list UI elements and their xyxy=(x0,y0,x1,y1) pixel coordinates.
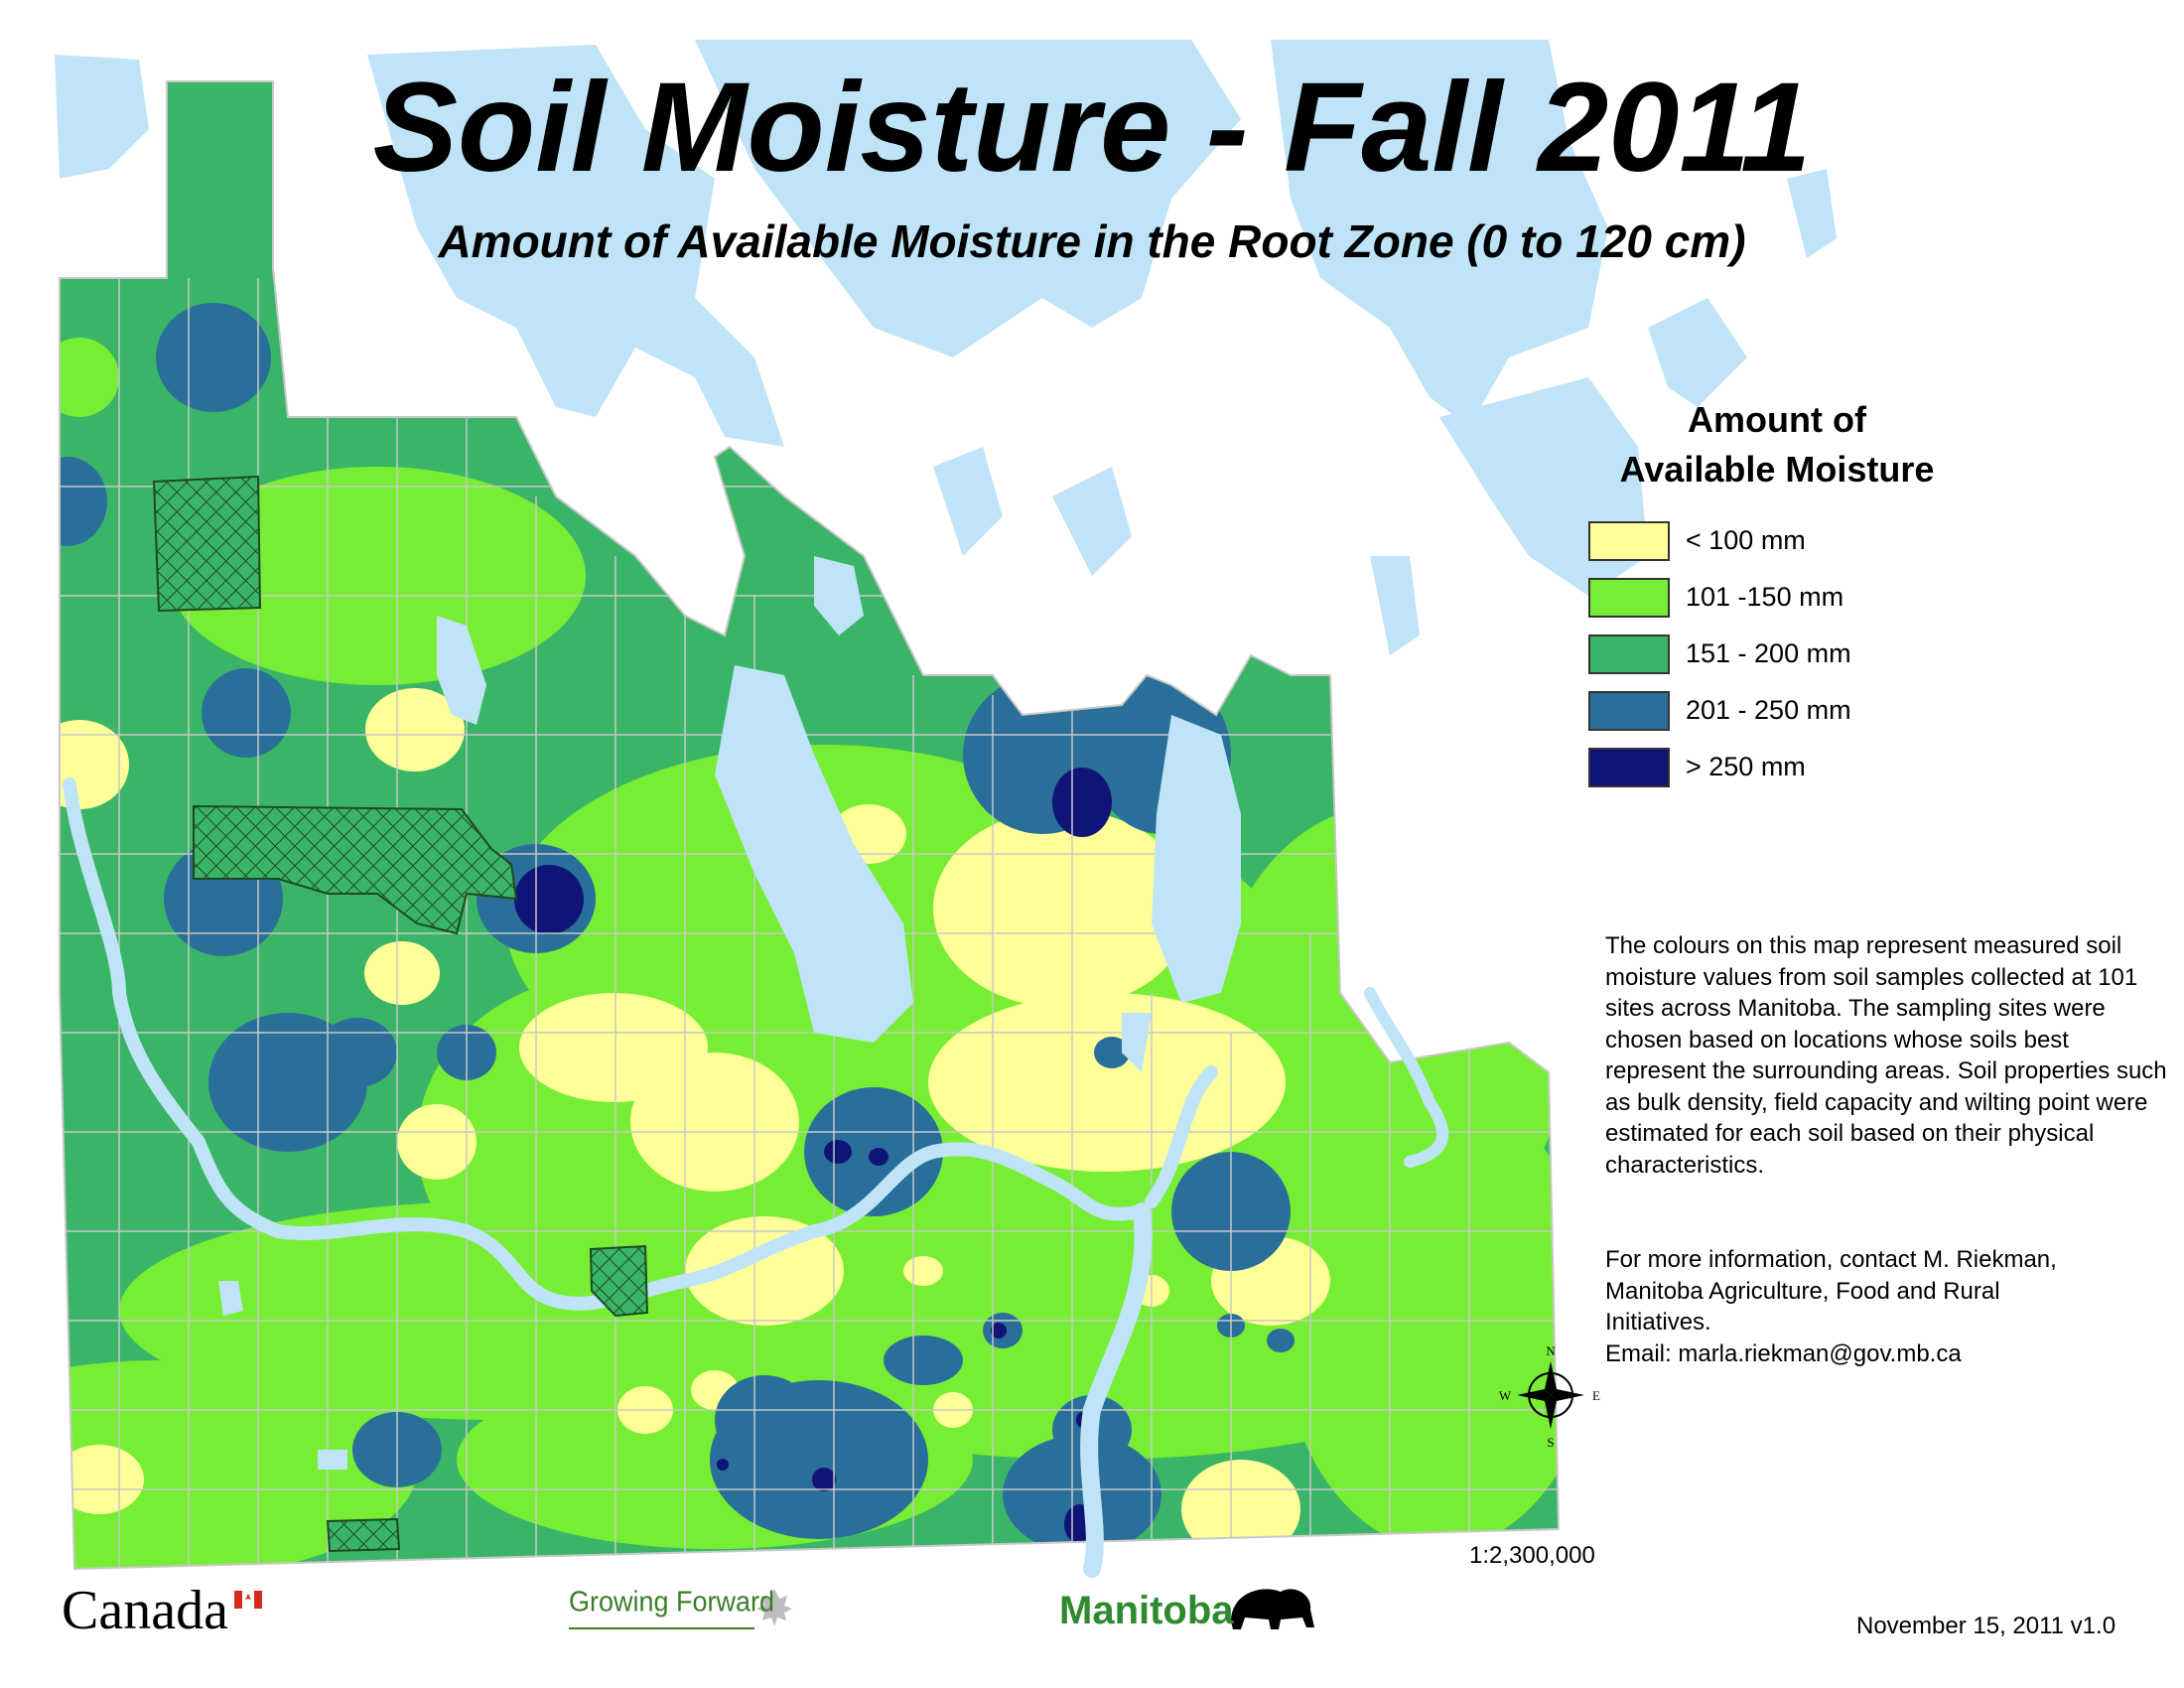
legend-title: Amount of Available Moisture xyxy=(1588,395,1966,494)
rivers xyxy=(63,777,1449,1578)
legend-label: 151 - 200 mm xyxy=(1686,638,1851,668)
map-description: The colours on this map represent measur… xyxy=(1605,932,2167,1179)
contact-info: For more information, contact M. Riekman… xyxy=(1605,1244,2171,1369)
compass-e: E xyxy=(1592,1388,1600,1403)
compass-w: W xyxy=(1499,1388,1512,1403)
canada-wordmark-logo: Canada xyxy=(62,1580,228,1641)
map-date: November 15, 2011 v1.0 xyxy=(1856,1613,2116,1639)
compass-s: S xyxy=(1547,1435,1554,1450)
manitoba-logo: Manitoba xyxy=(1059,1589,1234,1632)
canada-flag-icon xyxy=(234,1591,262,1609)
bison-icon xyxy=(1231,1589,1314,1629)
legend-swatch xyxy=(1588,690,1670,731)
legend-swatch xyxy=(1588,747,1670,787)
protected-areas xyxy=(152,475,649,1553)
maple-leaf-icon xyxy=(756,1589,792,1626)
contact-line: Manitoba Agriculture, Food and Rural xyxy=(1605,1277,2000,1305)
legend-title-line2: Available Moisture xyxy=(1619,449,1935,490)
map-title: Soil Moisture - Fall 2011 xyxy=(372,57,1812,199)
legend-item: < 100 mm xyxy=(1588,512,1966,569)
legend-swatch xyxy=(1588,520,1670,561)
legend: Amount of Available Moisture < 100 mm 10… xyxy=(1588,395,1966,795)
map-scale: 1:2,300,000 xyxy=(1469,1542,1595,1569)
legend-label: > 250 mm xyxy=(1686,752,1806,781)
contact-line: For more information, contact M. Riekman… xyxy=(1605,1246,2057,1273)
legend-swatch xyxy=(1588,633,1670,674)
legend-item: 201 - 250 mm xyxy=(1588,682,1966,739)
contact-email: Email: marla.riekman@gov.mb.ca xyxy=(1605,1339,1962,1367)
legend-item: > 250 mm xyxy=(1588,739,1966,795)
map-subtitle: Amount of Available Moisture in the Root… xyxy=(438,215,1746,267)
northern-water xyxy=(55,40,1837,655)
growing-forward-logo: Growing Forward xyxy=(569,1586,775,1618)
legend-swatch xyxy=(1588,577,1670,618)
legend-label: 101 -150 mm xyxy=(1686,582,1844,612)
lakes xyxy=(218,556,1241,1470)
contact-line: Initiatives. xyxy=(1605,1309,1711,1336)
compass-n: N xyxy=(1546,1343,1556,1358)
legend-item: 101 -150 mm xyxy=(1588,569,1966,626)
legend-title-line1: Amount of xyxy=(1688,399,1866,440)
compass-rose-icon: N S E W xyxy=(1499,1343,1600,1450)
legend-label: 201 - 250 mm xyxy=(1686,695,1851,725)
legend-label: < 100 mm xyxy=(1686,525,1806,555)
legend-item: 151 - 200 mm xyxy=(1588,626,1966,682)
